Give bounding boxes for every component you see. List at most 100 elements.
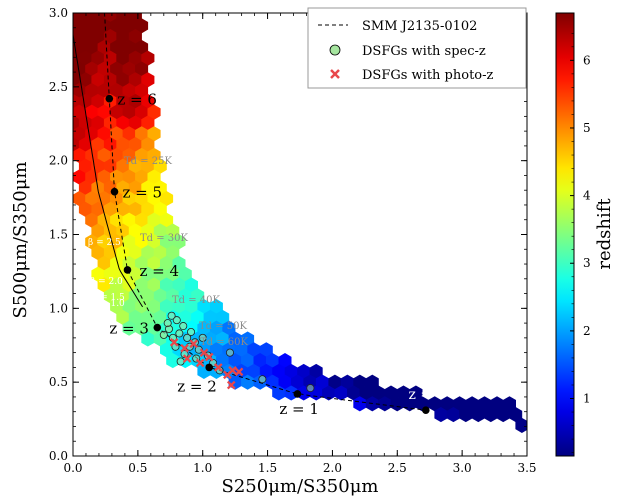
photo-z-stroke (213, 363, 223, 372)
colorbar-ticks: 1 2 3 4 5 6 (570, 32, 591, 453)
redshift-label: z = 2 (177, 377, 217, 395)
photo-z-stroke (182, 354, 192, 363)
spec-z-point (167, 311, 176, 320)
spec-z-point (183, 333, 192, 342)
photo-z-point (234, 367, 244, 377)
photo-z-point (226, 380, 236, 390)
legend: SMM J2135-0102 DSFGs with spec-z DSFGs w… (307, 7, 527, 89)
spec-z-point (225, 348, 234, 357)
spec-z-point (163, 319, 172, 328)
spec-z-point (180, 350, 189, 359)
y-tick-label: 2.0 (49, 154, 68, 168)
beta-label: β = 1.0 (92, 299, 125, 309)
spec-z-point (258, 375, 267, 384)
photo-z-stroke (189, 339, 198, 349)
photo-z-point (199, 348, 209, 357)
colorbar-gradient (555, 12, 575, 457)
legend-entry-photo-z: DSFGs with photo-z (362, 68, 494, 83)
hexbin-cell (515, 417, 527, 433)
redshift-label: z = 3 (109, 320, 149, 338)
redshift-hexbin (73, 13, 527, 433)
beta-label: β = 1.5 (92, 293, 125, 303)
x-tick-label: 1.5 (258, 461, 277, 475)
track-marker (105, 94, 114, 103)
y-axis-label: S500μm/S350μm (10, 162, 31, 319)
track-solid (73, 31, 144, 308)
spec-z-point (187, 327, 196, 336)
colorbar-tick-label: 6 (583, 53, 591, 67)
colorbar-tick-label: 3 (583, 256, 591, 270)
colorbar-label: redshift (594, 198, 615, 270)
photo-z-stroke (204, 352, 214, 362)
smm-redshift-label: z = 0 (409, 387, 446, 403)
photo-z-stroke (195, 358, 205, 368)
redshift-label: z = 5 (123, 184, 163, 202)
temperature-label: Td = 50K (199, 321, 248, 332)
photo-z-point (213, 363, 223, 372)
x-tick-label: 3.0 (453, 461, 472, 475)
x-axis-label: S250μm/S350μm (222, 476, 379, 497)
colorbar-tick-label: 1 (583, 392, 591, 406)
track-marker (205, 363, 213, 372)
spec-z-point (198, 333, 207, 342)
legend-entry-spec-z: DSFGs with spec-z (362, 44, 486, 59)
track-marker (422, 406, 430, 415)
y-tick-label: 0.0 (49, 449, 68, 463)
photo-z-point (180, 343, 189, 353)
spec-z-point (179, 322, 188, 331)
photo-z-stroke (180, 343, 189, 353)
photo-z-stroke (226, 380, 236, 390)
redshift-label: z = 4 (139, 262, 179, 280)
temperature-label: Td = 40K (172, 295, 221, 306)
x-tick-label: 1.0 (193, 461, 212, 475)
photo-z-point (169, 337, 179, 347)
smm-label: SMM J2135 (385, 372, 469, 388)
y-tick-label: 0.5 (49, 375, 68, 389)
y-tick-label: 1.0 (49, 301, 68, 315)
spec-z-point (306, 384, 315, 393)
legend-box (307, 7, 527, 89)
legend-marker-spec-z (329, 44, 341, 56)
beta-label: β = 2.5 (88, 238, 121, 248)
track-marker (153, 323, 162, 332)
colorbar-tick-label: 2 (583, 324, 591, 338)
x-tick-label: 2.0 (323, 461, 342, 475)
track-marker (123, 266, 132, 274)
spec-z-point (159, 330, 168, 339)
track-marker (293, 390, 302, 398)
beta-label: β = 2.0 (90, 277, 123, 287)
photo-z-stroke (199, 348, 209, 357)
photo-z-point (189, 339, 198, 349)
y-tick-label: 3.0 (49, 6, 68, 20)
colorbar: 1 2 3 4 5 6 redshift (555, 12, 615, 457)
annotations: z = 1 z = 2 z = 3 z = 4 z = 5 z = 6 SMM J2135z… (88, 91, 469, 418)
photo-z-stroke (234, 367, 244, 377)
x-tick-label: 2.5 (388, 461, 407, 475)
photo-z-point (182, 354, 192, 363)
legend-entry-smm: SMM J2135-0102 (362, 19, 477, 34)
redshift-label: z = 1 (279, 400, 319, 418)
spec-z-point (172, 316, 181, 325)
photo-z-stroke (228, 366, 237, 375)
dsfg-points (159, 311, 315, 393)
spec-z-point (175, 329, 184, 338)
colorbar-tick-label: 4 (583, 189, 591, 203)
hexbin-cell (73, 13, 80, 23)
y-tick-label: 2.5 (49, 80, 68, 94)
temperature-label: Td = 30K (140, 233, 189, 244)
redshift-label: z = 6 (117, 91, 157, 109)
photo-z-point (195, 358, 205, 368)
temperature-label: Td = 25K (124, 156, 173, 167)
x-tick-label: 0.0 (63, 461, 82, 475)
template-tracks (73, 13, 426, 411)
axes: 0.0 0.5 1.0 1.5 2.0 2.5 3.0 3.5 0.0 0.5 1.0 1.5 2.0 2… (49, 6, 537, 475)
x-tick-label: 3.5 (517, 461, 536, 475)
x-tick-label: 0.5 (128, 461, 147, 475)
legend-marker-photo-z (330, 69, 340, 79)
temperature-label: Td = 60K (200, 337, 249, 348)
colorbar-tick-label: 5 (583, 121, 591, 135)
y-tick-label: 1.5 (49, 228, 68, 242)
track-marker (110, 187, 119, 196)
photo-z-point (228, 366, 237, 375)
